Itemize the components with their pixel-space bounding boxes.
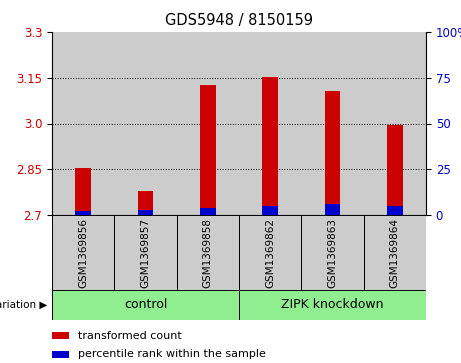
Text: GSM1369863: GSM1369863 — [327, 217, 337, 287]
Bar — [239, 32, 301, 215]
Bar — [52, 290, 239, 320]
Bar — [301, 32, 364, 215]
Text: control: control — [124, 298, 167, 311]
Bar — [200, 208, 216, 215]
Bar — [114, 215, 177, 290]
Bar — [52, 351, 69, 358]
Bar — [52, 32, 114, 215]
Text: percentile rank within the sample: percentile rank within the sample — [78, 350, 266, 359]
Bar — [177, 32, 239, 215]
Bar — [364, 32, 426, 215]
Text: GSM1369857: GSM1369857 — [141, 217, 150, 287]
Bar — [76, 211, 91, 215]
Bar — [138, 209, 154, 215]
Bar — [325, 91, 340, 215]
Text: GSM1369864: GSM1369864 — [390, 217, 400, 287]
Bar — [114, 32, 177, 215]
Bar — [52, 332, 69, 339]
Text: GSM1369858: GSM1369858 — [203, 217, 213, 287]
Bar — [200, 85, 216, 215]
Title: GDS5948 / 8150159: GDS5948 / 8150159 — [165, 13, 313, 28]
Text: GSM1369862: GSM1369862 — [265, 217, 275, 287]
Bar — [138, 191, 154, 215]
Text: genotype/variation ▶: genotype/variation ▶ — [0, 300, 47, 310]
Bar — [239, 215, 301, 290]
Bar — [301, 215, 364, 290]
Bar — [387, 206, 402, 215]
Bar — [239, 290, 426, 320]
Bar — [262, 206, 278, 215]
Bar — [325, 204, 340, 215]
Bar — [364, 215, 426, 290]
Text: transformed count: transformed count — [78, 331, 182, 340]
Bar — [76, 168, 91, 215]
Text: GSM1369856: GSM1369856 — [78, 217, 88, 287]
Bar — [387, 125, 402, 215]
Bar — [177, 215, 239, 290]
Text: ZIPK knockdown: ZIPK knockdown — [281, 298, 384, 311]
Bar — [52, 215, 114, 290]
Bar — [262, 77, 278, 215]
